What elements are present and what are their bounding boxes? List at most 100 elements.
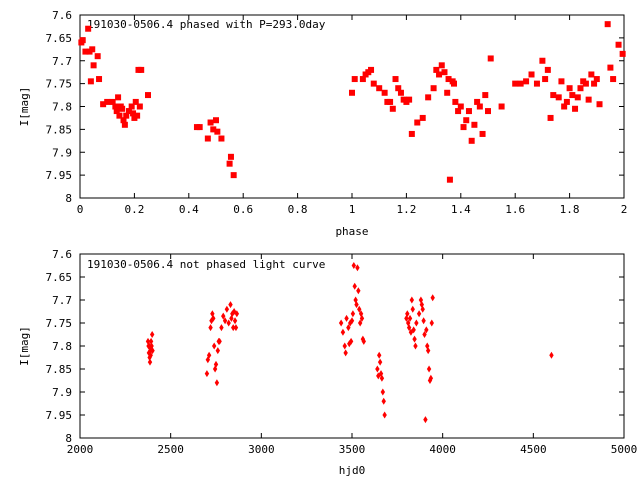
data-point xyxy=(446,176,453,183)
data-point xyxy=(416,310,422,318)
data-point xyxy=(150,347,155,355)
x-tick-label: 1.2 xyxy=(396,203,416,216)
data-point xyxy=(204,370,210,378)
data-point xyxy=(213,117,219,124)
x-tick-label: 0.4 xyxy=(179,203,199,216)
data-point xyxy=(351,76,358,83)
data-point xyxy=(344,314,349,322)
data-point xyxy=(343,349,348,357)
data-point xyxy=(82,48,89,55)
data-point xyxy=(615,41,622,48)
data-point xyxy=(145,92,151,99)
data-point xyxy=(87,78,94,85)
data-point xyxy=(425,347,431,355)
data-point xyxy=(349,317,355,325)
data-point xyxy=(136,103,143,110)
phased-plot-axes: 0 0.2 0.4 0.6 0.8 1 1.2 1.4 1.6 1.8 2 7.6 7.65 7.7 7.7… xyxy=(46,9,628,216)
data-point xyxy=(455,108,462,115)
x-tick-label: 1.4 xyxy=(451,203,471,216)
data-point xyxy=(109,98,116,105)
data-point xyxy=(231,308,237,315)
data-point xyxy=(460,124,467,131)
data-point xyxy=(85,25,92,32)
data-point xyxy=(585,96,592,103)
data-point xyxy=(406,96,413,103)
data-point xyxy=(406,324,412,332)
data-point xyxy=(441,69,448,76)
data-point xyxy=(134,112,141,119)
data-point xyxy=(211,314,216,322)
data-point xyxy=(348,337,354,345)
data-point xyxy=(350,310,356,318)
data-point xyxy=(607,64,614,71)
x-tick-label: 3500 xyxy=(339,443,366,456)
data-point xyxy=(420,305,425,313)
unphased-plot-title: 191030-0506.4 not phased light curve xyxy=(87,258,325,271)
data-point xyxy=(112,103,119,110)
data-point xyxy=(89,46,96,53)
data-point xyxy=(419,114,426,121)
data-point xyxy=(356,287,361,295)
data-point xyxy=(550,92,557,99)
unphased-plot-x-label: hjd0 xyxy=(339,464,366,477)
data-point xyxy=(542,76,549,83)
data-point xyxy=(382,411,387,419)
data-point xyxy=(577,85,584,92)
data-point xyxy=(148,337,154,345)
x-tick-label: 3000 xyxy=(248,443,275,456)
data-point xyxy=(228,301,233,309)
data-point xyxy=(409,296,415,304)
data-point xyxy=(217,337,222,345)
data-point xyxy=(116,112,123,119)
data-point xyxy=(410,305,415,313)
unphased-plot-frame xyxy=(79,253,625,439)
data-point xyxy=(214,128,221,135)
data-point xyxy=(405,310,410,318)
data-point xyxy=(593,76,600,83)
y-tick-label: 7.7 xyxy=(52,55,72,68)
data-point xyxy=(523,78,530,85)
data-point xyxy=(119,105,126,112)
data-point xyxy=(465,108,472,115)
data-point xyxy=(563,98,570,105)
data-point xyxy=(359,314,365,322)
data-point xyxy=(214,379,220,387)
data-point xyxy=(208,324,213,332)
data-point xyxy=(471,121,478,128)
data-point xyxy=(610,76,617,83)
data-point xyxy=(555,94,562,101)
data-point xyxy=(407,314,413,322)
data-point xyxy=(380,388,386,396)
data-point xyxy=(207,119,214,126)
data-point xyxy=(452,98,459,105)
data-point xyxy=(421,317,426,325)
data-point xyxy=(100,101,107,108)
y-tick-label: 7.6 xyxy=(52,9,72,22)
data-point xyxy=(219,324,224,332)
data-point xyxy=(229,314,234,322)
data-point xyxy=(413,342,418,350)
data-point xyxy=(115,94,122,101)
data-point xyxy=(424,326,429,334)
phased-light-curve-panel: 191030-0506.4 phased with P=293.0day pha… xyxy=(18,9,627,238)
data-point xyxy=(512,80,519,87)
data-point xyxy=(338,319,344,327)
x-tick-label: 2500 xyxy=(157,443,184,456)
x-tick-label: 2 xyxy=(621,203,628,216)
data-point xyxy=(429,319,434,327)
data-point xyxy=(213,360,219,368)
data-point xyxy=(224,305,230,313)
data-point xyxy=(397,89,404,96)
data-point xyxy=(377,351,382,359)
data-point xyxy=(232,317,238,325)
phased-plot-data-points xyxy=(78,21,626,183)
data-point xyxy=(96,76,103,83)
data-point xyxy=(588,71,595,78)
y-tick-label: 8 xyxy=(65,192,72,205)
data-point xyxy=(433,66,440,73)
data-point xyxy=(145,337,151,345)
data-point xyxy=(381,89,388,96)
data-point xyxy=(379,374,385,382)
data-point xyxy=(342,342,347,350)
